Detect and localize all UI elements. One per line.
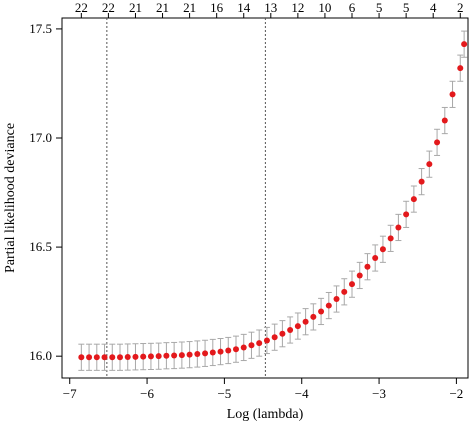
top-tick-label: 21	[183, 0, 196, 15]
data-point	[372, 255, 379, 261]
reference-lines	[106, 18, 266, 378]
data-point	[333, 296, 340, 303]
top-tick-label: 2	[457, 0, 464, 15]
data-point	[202, 350, 209, 357]
data-point	[171, 352, 178, 359]
x-tick-label: −6	[140, 386, 154, 401]
data-point	[434, 139, 441, 146]
data-point	[349, 281, 355, 288]
tick-labels: −7 −6 −5 −4 −3 −2 16.0 16.5 17.0 17.5 22 22 21 21 21 16…	[29, 0, 463, 401]
x-tick-label: −7	[63, 386, 77, 401]
top-tick-label: 22	[102, 0, 115, 15]
data-point	[310, 313, 317, 320]
data-point	[410, 196, 417, 203]
data-point	[178, 352, 185, 359]
x-tick-label: −5	[217, 386, 231, 401]
y-tick-label: 16.5	[29, 239, 52, 254]
data-point	[403, 211, 410, 218]
data-point	[86, 354, 93, 361]
top-tick-label: 5	[376, 0, 383, 15]
y-axis-title: Partial likelihood deviance	[3, 123, 18, 273]
data-point	[147, 353, 154, 360]
data-point	[395, 224, 402, 231]
data-point	[364, 263, 371, 270]
data-point	[271, 334, 278, 341]
data-point	[341, 288, 348, 295]
axes	[56, 13, 469, 384]
data-point	[263, 337, 270, 344]
data-point	[225, 347, 232, 354]
x-axis-title: Log (lambda)	[227, 407, 304, 422]
top-tick-label: 6	[349, 0, 356, 15]
data-point	[449, 91, 456, 98]
y-tick-label: 17.5	[29, 21, 52, 36]
data-point	[426, 161, 433, 168]
data-point	[441, 117, 448, 124]
data-point	[186, 351, 193, 358]
data-point	[379, 246, 386, 253]
data-point	[418, 178, 425, 185]
data-point	[256, 340, 263, 347]
error-bars	[78, 30, 468, 371]
data-point	[117, 354, 123, 361]
data-point	[163, 352, 170, 359]
data-point	[318, 308, 325, 315]
top-tick-label: 4	[430, 0, 437, 15]
data-point	[457, 65, 464, 72]
top-tick-label: 14	[237, 0, 251, 15]
y-tick-label: 17.0	[29, 130, 52, 145]
data-point	[287, 327, 294, 333]
top-tick-label: 22	[75, 0, 88, 15]
data-point	[194, 351, 201, 357]
top-tick-label: 21	[156, 0, 169, 15]
data-point	[140, 353, 147, 360]
data-point	[240, 344, 247, 351]
data-point	[155, 353, 162, 360]
top-tick-label: 21	[129, 0, 142, 15]
top-tick-label: 5	[403, 0, 410, 15]
data-point	[101, 354, 108, 361]
data-point	[93, 354, 100, 361]
data-point	[356, 272, 363, 279]
top-tick-label: 12	[291, 0, 304, 15]
data-point	[387, 235, 394, 242]
top-tick-label: 16	[210, 0, 224, 15]
data-point	[233, 346, 239, 353]
data-point	[109, 354, 116, 361]
data-point	[124, 354, 131, 361]
data-point	[248, 342, 255, 349]
top-tick-label: 13	[264, 0, 277, 15]
data-point	[132, 353, 139, 360]
top-tick-label: 10	[318, 0, 331, 15]
data-point	[461, 41, 468, 48]
data-point	[302, 318, 309, 325]
data-point	[325, 302, 332, 309]
y-tick-label: 16.0	[29, 348, 52, 363]
x-tick-label: −2	[449, 386, 463, 401]
x-tick-label: −4	[295, 386, 309, 401]
data-point	[78, 354, 85, 361]
data-points	[78, 41, 468, 361]
data-point	[279, 330, 286, 337]
data-point	[294, 323, 301, 330]
data-point	[209, 349, 216, 356]
x-tick-label: −3	[372, 386, 386, 401]
data-point	[217, 348, 224, 355]
